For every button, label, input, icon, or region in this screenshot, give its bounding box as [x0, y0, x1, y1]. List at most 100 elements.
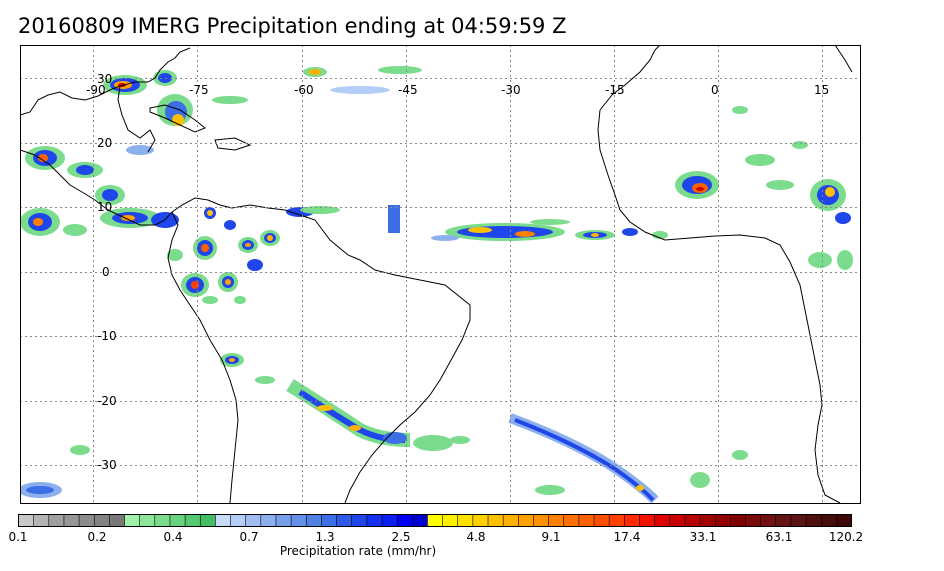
map-frame-bg: [20, 45, 860, 503]
lat-tick-label: 30: [97, 72, 112, 86]
colorbar-tick-label: 4.8: [466, 530, 485, 544]
colorbar-cell: [381, 514, 398, 527]
precip-central-america: [20, 146, 216, 236]
colorbar-cell: [669, 514, 686, 527]
colorbar-cell: [806, 514, 822, 527]
lon-tick-label: -75: [189, 83, 209, 97]
coast-cuba: [149, 104, 206, 133]
colorbar-cell: [518, 514, 534, 527]
colorbar-cell: [124, 514, 140, 527]
lon-tick-label: -15: [605, 83, 625, 97]
colorbar-cell: [654, 514, 671, 527]
colorbar-tick-label: 0.7: [239, 530, 258, 544]
colorbar-cell: [594, 514, 610, 527]
colorbar-cell: [94, 514, 110, 527]
colorbar-cell: [139, 514, 156, 527]
colorbar-cell: [351, 514, 368, 527]
colorbar-cell: [715, 514, 731, 527]
colorbar-cell: [548, 514, 565, 527]
lat-tick-label: 0: [102, 265, 110, 279]
colorbar-cell: [488, 514, 504, 527]
lat-tick-label: -30: [97, 458, 117, 472]
lon-tick-label: -30: [501, 83, 521, 97]
precip-gulf-cluster: [103, 66, 422, 155]
colorbar-tick-label: 63.1: [766, 530, 793, 544]
colorbar-cell: [109, 514, 125, 527]
colorbar-cell: [291, 514, 307, 527]
colorbar-cell: [321, 514, 337, 527]
lat-tick-label: 20: [97, 136, 112, 150]
colorbar-tick-label: 2.5: [391, 530, 410, 544]
coast-hispaniola: [214, 137, 252, 151]
colorbar-cell: [684, 514, 701, 527]
colorbar-cell: [533, 514, 549, 527]
colorbar-cell: [245, 514, 262, 527]
colorbar-cell: [397, 514, 413, 527]
colorbar-cell: [503, 514, 519, 527]
colorbar-tick-label: 0.1: [8, 530, 27, 544]
colorbar-tick-label: 0.2: [87, 530, 106, 544]
colorbar-cell: [336, 514, 352, 527]
colorbar-cell: [578, 514, 595, 527]
lon-tick-label: -90: [86, 83, 106, 97]
colorbar-tick-label: 1.3: [315, 530, 334, 544]
lon-tick-label: 0: [711, 83, 719, 97]
colorbar-cell: [745, 514, 761, 527]
map-title: 20160809 IMERG Precipitation ending at 0…: [18, 14, 567, 38]
colorbar-cell: [215, 514, 231, 527]
colorbar-cell: [624, 514, 640, 527]
map-border: [20, 45, 861, 504]
colorbar-cell: [48, 514, 65, 527]
colorbar-cell: [775, 514, 792, 527]
colorbar-cell: [63, 514, 80, 527]
coast-africa: [597, 45, 853, 503]
lon-tick-label: -45: [398, 83, 418, 97]
lat-tick-label: -20: [97, 394, 117, 408]
colorbar-cell: [185, 514, 201, 527]
colorbar-tick-labels: 0.1 0.2 0.4 0.7 1.3 2.5 4.8 9.1 17.4 33.…: [8, 530, 863, 544]
precip-layer: [20, 66, 853, 503]
colorbar-cell: [33, 514, 50, 527]
colorbar-tick-label: 0.4: [163, 530, 182, 544]
colorbar-cell: [154, 514, 171, 527]
precip-itcz: [388, 205, 668, 241]
lon-tick-label: -60: [294, 83, 314, 97]
lat-tick-label: 10: [97, 200, 112, 214]
colorbar-cell: [639, 514, 655, 527]
colorbar-cell: [821, 514, 837, 527]
lat-tick-label: -10: [97, 329, 117, 343]
colorbar-cell: [200, 514, 216, 527]
colorbar-cell: [442, 514, 459, 527]
colorbar-border: [18, 514, 852, 527]
lon-tick-labels: -90 -75 -60 -45 -30 -15 0 15: [86, 83, 829, 97]
gridlines: [20, 45, 860, 503]
coast-north-america: [20, 47, 191, 226]
colorbar-cell: [563, 514, 580, 527]
colorbar-cell: [760, 514, 777, 527]
colorbar-cell: [169, 514, 186, 527]
colorbar-cell: [427, 514, 443, 527]
colorbar-cell: [230, 514, 246, 527]
colorbar-tick-label: 9.1: [541, 530, 560, 544]
colorbar-cell: [306, 514, 322, 527]
colorbar-cell: [836, 514, 852, 527]
colorbar-cell: [18, 514, 34, 527]
precip-south-front: [20, 353, 748, 503]
colorbar-cell: [412, 514, 428, 527]
colorbar-cell: [366, 514, 383, 527]
lon-tick-label: 15: [814, 83, 829, 97]
colorbar-cell: [457, 514, 474, 527]
colorbar-cell: [472, 514, 489, 527]
colorbar-cell: [79, 514, 95, 527]
colorbar-tick-label: 120.2: [829, 530, 863, 544]
colorbar-cell: [730, 514, 746, 527]
colorbar-title: Precipitation rate (mm/hr): [280, 544, 436, 558]
colorbar-cell: [609, 514, 625, 527]
colorbar: [18, 514, 852, 527]
colorbar-tick-label: 17.4: [614, 530, 641, 544]
colorbar-cell: [275, 514, 292, 527]
colorbar-tick-label: 33.1: [690, 530, 717, 544]
colorbar-cell: [790, 514, 807, 527]
lat-tick-labels: 30 20 10 0 -10 -20 -30: [97, 72, 117, 472]
